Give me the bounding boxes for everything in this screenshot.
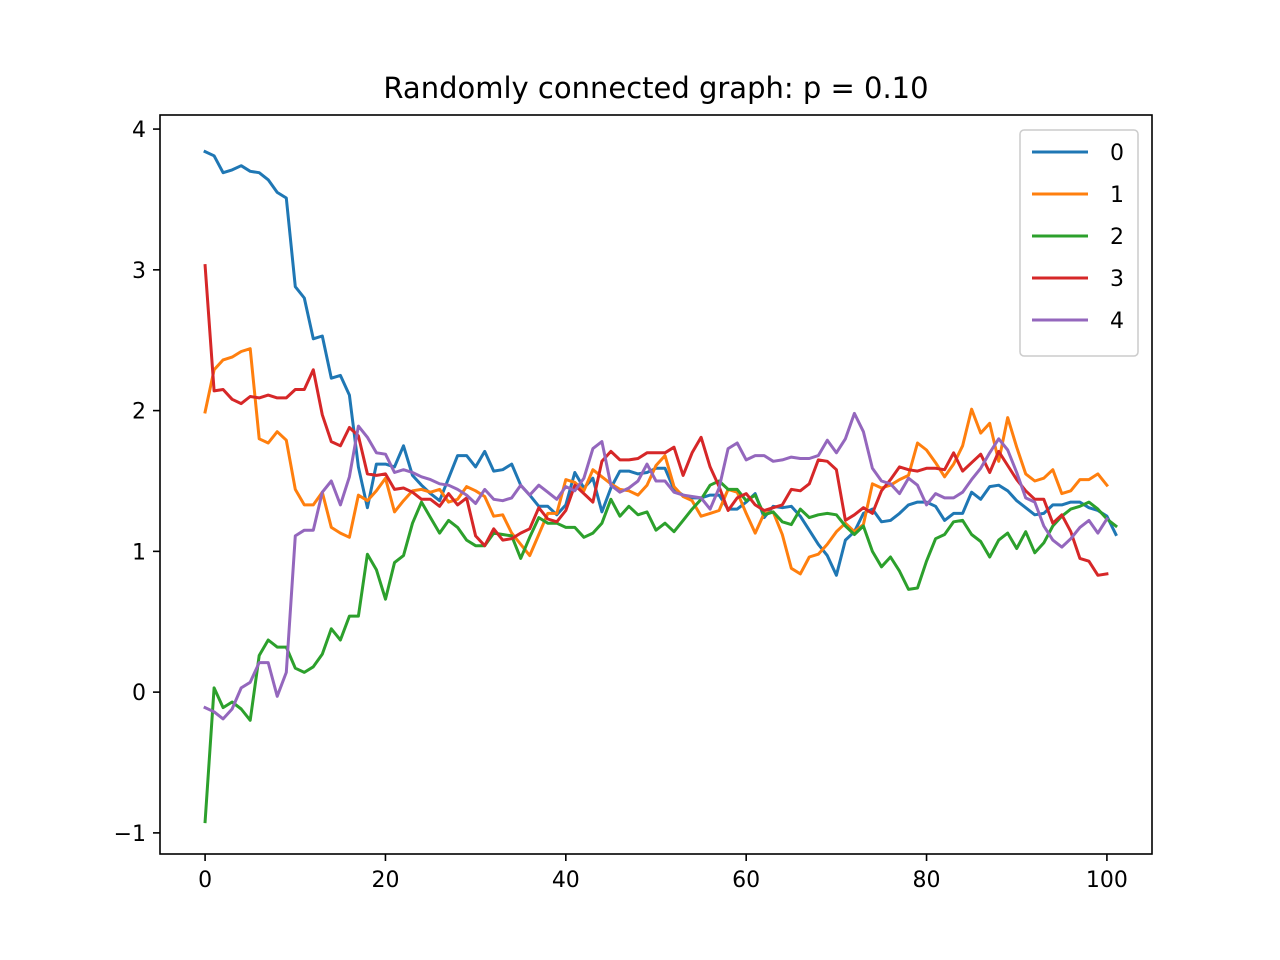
series-0-line (203, 149, 1118, 577)
chart-title: Randomly connected graph: p = 0.10 (383, 71, 928, 105)
y-tick-label: −1 (114, 822, 146, 847)
legend: 0 1 2 3 4 (1019, 129, 1139, 357)
series-layer (203, 149, 1119, 824)
y-tick-label: 1 (132, 540, 146, 565)
legend-label-4: 4 (1110, 309, 1124, 334)
x-tick-label: 60 (732, 868, 760, 893)
legend-label-3: 3 (1110, 267, 1124, 292)
y-tick-label: 0 (132, 681, 146, 706)
y-tick-label: 2 (132, 400, 146, 425)
x-tick-label: 80 (913, 868, 941, 893)
x-tick-label: 40 (552, 868, 580, 893)
legend-box (1019, 129, 1139, 357)
legend-label-0: 0 (1110, 141, 1124, 166)
series-2-line (203, 479, 1119, 824)
series-4-line (203, 411, 1109, 721)
plot-frame (159, 114, 1153, 855)
y-tick-label: 3 (132, 259, 146, 284)
legend-label-1: 1 (1110, 183, 1124, 208)
legend-label-2: 2 (1110, 225, 1124, 250)
x-tick-label: 0 (198, 868, 212, 893)
x-tick-label: 20 (371, 868, 399, 893)
series-3-line (203, 263, 1109, 577)
y-tick-label: 4 (132, 118, 146, 143)
x-tick-label: 100 (1086, 868, 1128, 893)
